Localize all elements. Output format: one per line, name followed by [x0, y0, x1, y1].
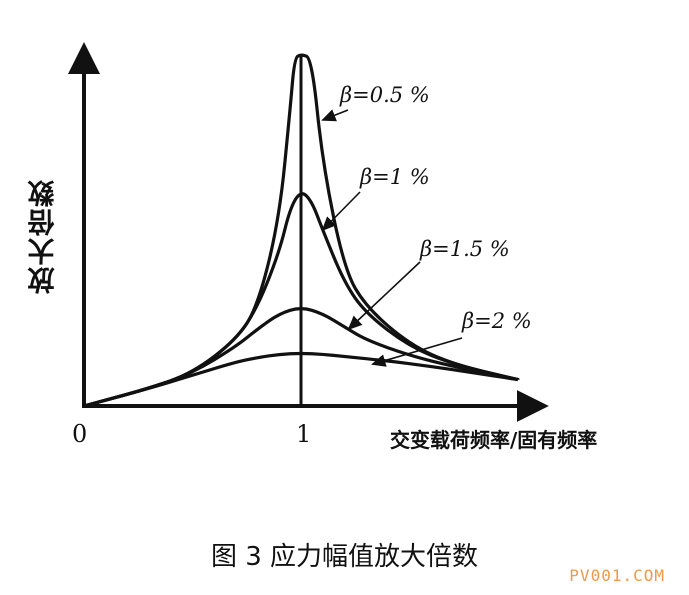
x-tick-label-0: 0: [72, 420, 88, 448]
labels-layer: β=0.5 % β=1 % β=1.5 % β=2 %: [321, 83, 532, 367]
x-axis-label: 交变载荷频率/固有频率: [390, 428, 598, 452]
series-arrow-3: [371, 337, 463, 367]
series-label-0: β=0.5 %: [339, 83, 430, 107]
series-label-1: β=1 %: [359, 165, 430, 189]
y-axis-label: 放大倍数: [28, 178, 60, 294]
watermark: PV001.COM: [569, 566, 665, 585]
series-arrow-0: [321, 109, 349, 122]
series-label-2: β=1.5 %: [419, 237, 510, 261]
figure-caption: 图 3 应力幅值放大倍数: [210, 542, 479, 572]
series-line-3: [83, 351, 519, 408]
x-tick-label-1: 1: [296, 420, 312, 448]
axes: [68, 42, 549, 422]
series-label-3: β=2 %: [461, 309, 532, 333]
series-layer: [83, 53, 519, 408]
series-arrow-2: [347, 261, 421, 331]
series-arrow-1: [321, 191, 361, 232]
